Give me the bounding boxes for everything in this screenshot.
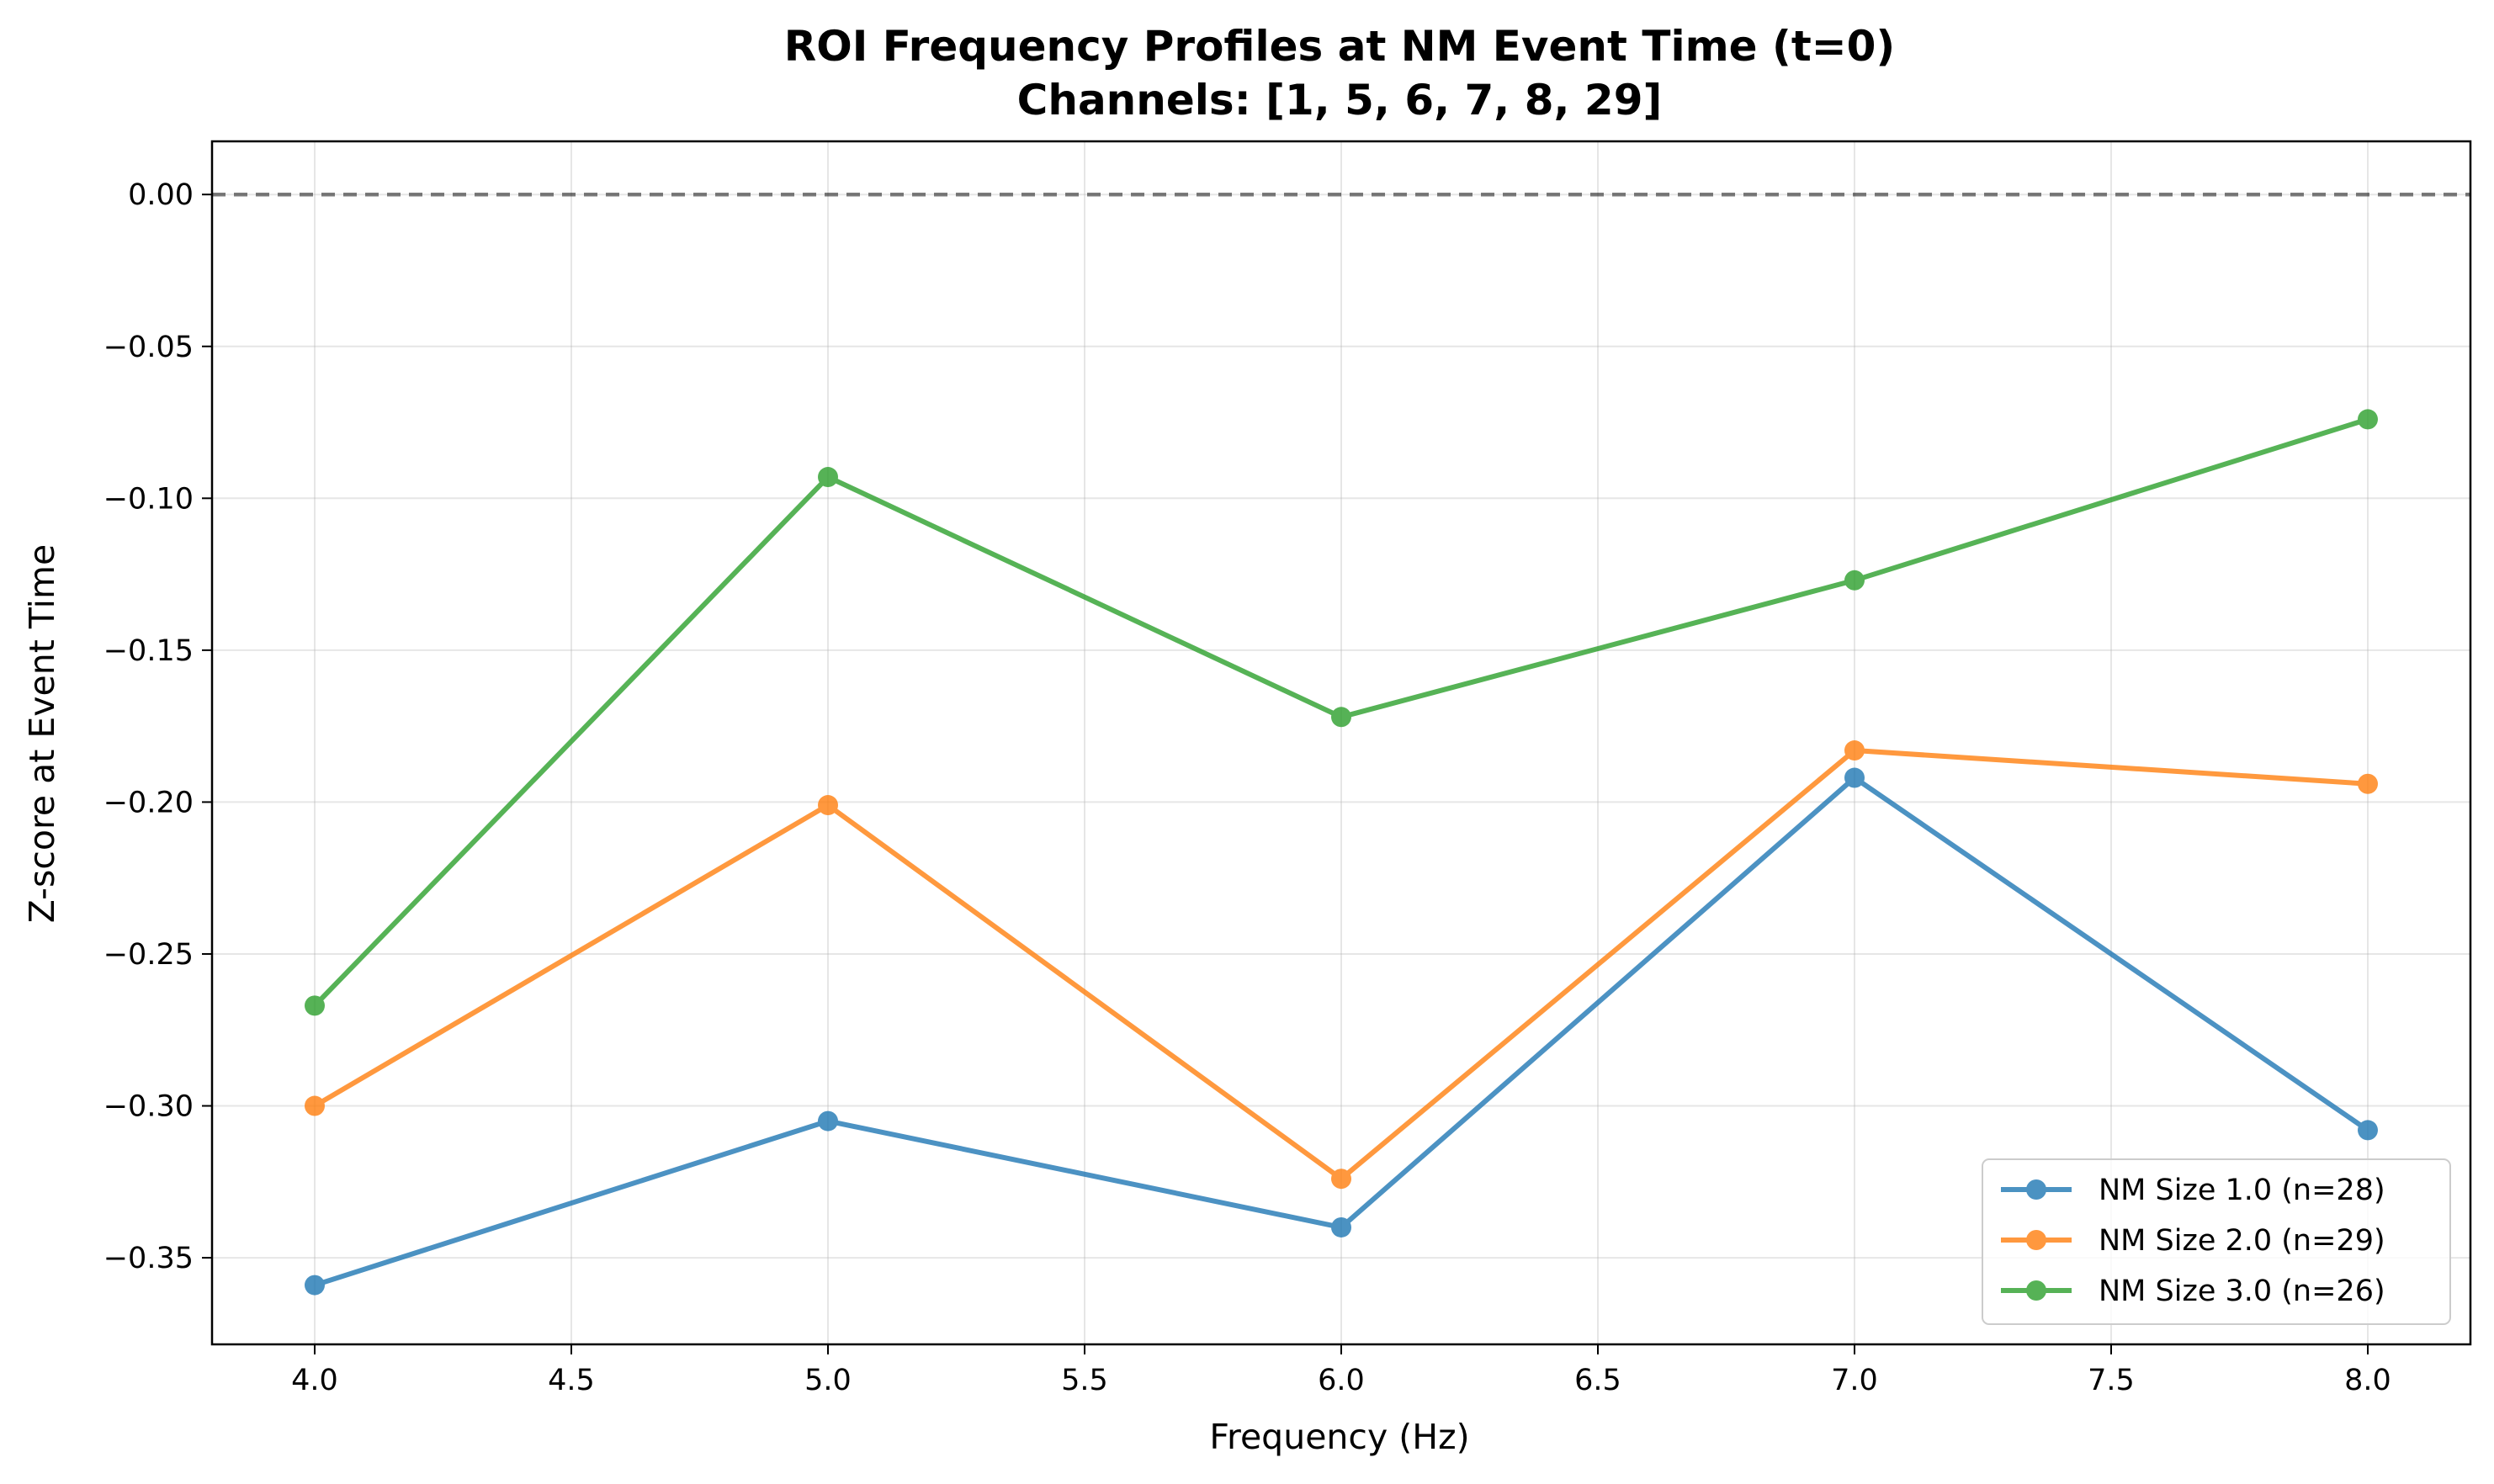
data-point — [1844, 570, 1865, 591]
y-tick-label: −0.15 — [103, 634, 194, 668]
data-point — [305, 995, 325, 1016]
x-tick-label: 7.5 — [2088, 1364, 2135, 1397]
y-tick-label: −0.30 — [103, 1090, 194, 1124]
legend-dot — [2026, 1230, 2046, 1250]
data-point — [1844, 740, 1865, 761]
chart-title: ROI Frequency Profiles at NM Event Time … — [784, 22, 1896, 71]
data-point — [305, 1095, 325, 1116]
data-point — [1331, 707, 1351, 728]
legend-marker — [2001, 1179, 2072, 1200]
x-tick-label: 5.5 — [1061, 1364, 1108, 1397]
data-point — [818, 795, 838, 816]
y-tick-label: −0.25 — [103, 938, 194, 972]
legend-marker — [2001, 1280, 2072, 1301]
data-point — [2358, 1120, 2378, 1141]
data-point — [818, 1110, 838, 1132]
data-point — [2358, 773, 2378, 794]
legend: NM Size 1.0 (n=28) NM Size 2.0 (n=29) NM S… — [1982, 1158, 2451, 1325]
data-point — [1331, 1169, 1351, 1190]
legend-label: NM Size 2.0 (n=29) — [2099, 1224, 2385, 1258]
y-tick-label: −0.10 — [103, 482, 194, 516]
legend-marker — [2001, 1230, 2072, 1250]
y-tick-label: −0.20 — [103, 786, 194, 819]
y-tick-label: −0.35 — [103, 1242, 194, 1275]
data-point — [818, 467, 838, 488]
axis-ticks: 4.0 4.5 5.0 5.5 6.0 6.5 7.0 7.5 8.0 0.00 −0.05 −0.1… — [103, 178, 2391, 1397]
data-point — [1331, 1216, 1351, 1238]
series-3 — [305, 409, 2378, 1016]
series-layer — [305, 409, 2378, 1296]
x-tick-label: 6.0 — [1318, 1364, 1365, 1397]
x-tick-label: 5.0 — [804, 1364, 852, 1397]
x-tick-label: 7.0 — [1831, 1364, 1878, 1397]
series-2 — [305, 740, 2378, 1190]
x-axis-label: Frequency (Hz) — [1209, 1417, 1469, 1457]
x-tick-label: 4.5 — [548, 1364, 595, 1397]
legend-dot — [2026, 1179, 2046, 1200]
legend-box — [1982, 1158, 2451, 1325]
x-tick-label: 8.0 — [2344, 1364, 2391, 1397]
data-point — [2358, 409, 2378, 430]
data-point — [1844, 767, 1865, 788]
legend-label: NM Size 1.0 (n=28) — [2099, 1174, 2385, 1207]
legend-dot — [2026, 1280, 2046, 1301]
data-point — [305, 1275, 325, 1296]
y-tick-label: 0.00 — [128, 178, 194, 212]
y-axis-label: Z-score at Event Time — [22, 544, 62, 923]
legend-label: NM Size 3.0 (n=26) — [2099, 1275, 2385, 1308]
x-tick-label: 6.5 — [1574, 1364, 1621, 1397]
series-1 — [305, 767, 2378, 1296]
x-tick-label: 4.0 — [291, 1364, 338, 1397]
y-tick-label: −0.05 — [103, 331, 194, 364]
chart-subtitle: Channels: [1, 5, 6, 7, 8, 29] — [1017, 76, 1663, 125]
